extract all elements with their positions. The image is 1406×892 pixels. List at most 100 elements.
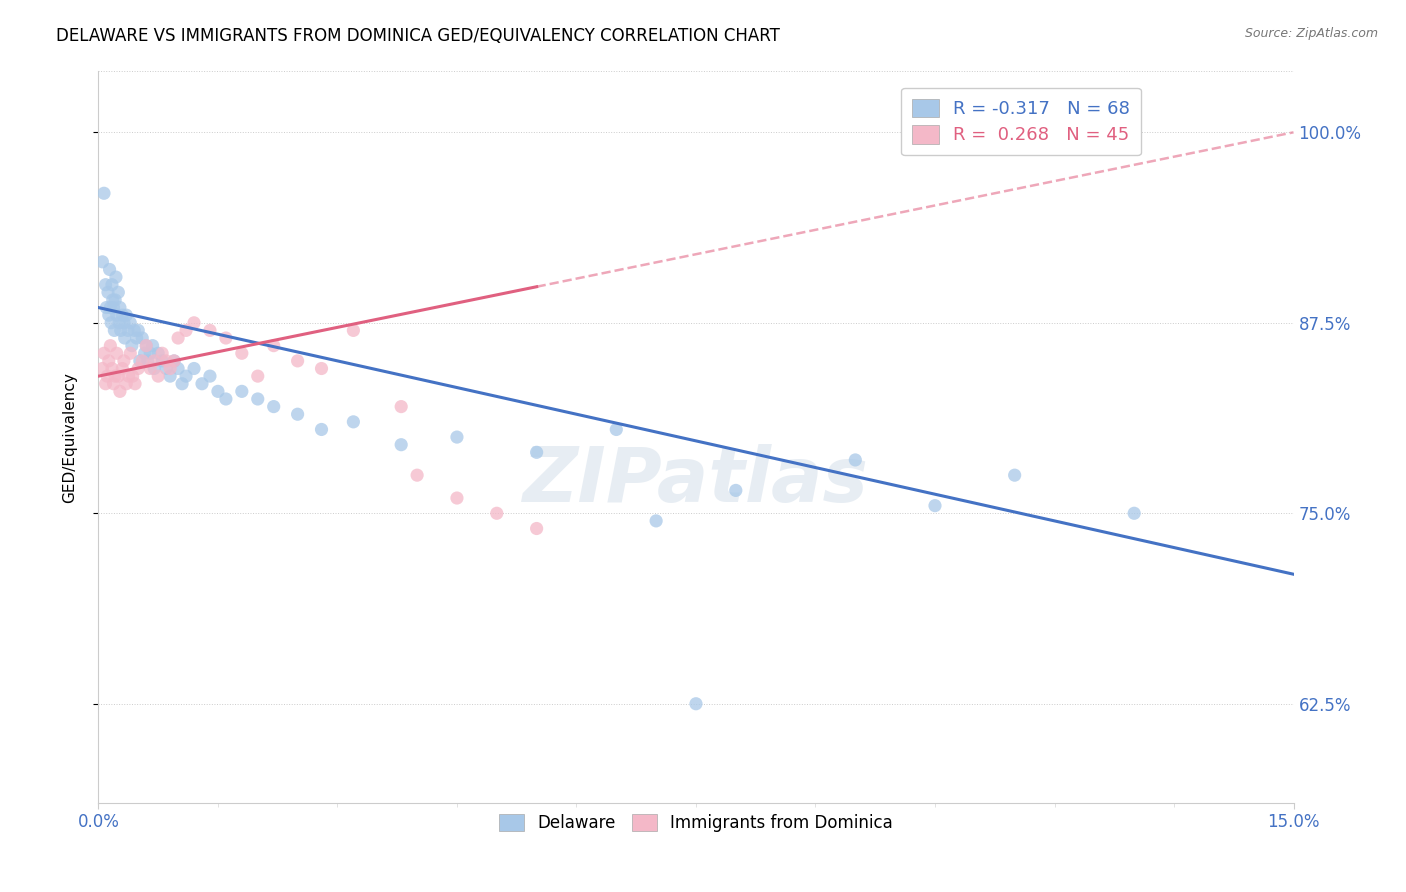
Point [446, 430, 468, 444]
Point [94, 277, 117, 292]
Point [155, 361, 177, 376]
Point [198, 323, 221, 337]
Point [139, 361, 162, 376]
Point [311, 422, 333, 436]
Point [128, 354, 150, 368]
Point [96, 369, 118, 384]
Point [125, 331, 148, 345]
Point [134, 346, 156, 360]
Point [120, 346, 142, 360]
Point [121, 338, 143, 352]
Point [103, 323, 125, 337]
Point [485, 506, 508, 520]
Point [94, 376, 117, 391]
Point [263, 400, 285, 414]
Point [605, 422, 627, 436]
Point [91, 255, 114, 269]
Point [311, 361, 333, 376]
Point [108, 301, 131, 315]
Point [97, 308, 120, 322]
Point [101, 293, 124, 307]
Point [1123, 506, 1146, 520]
Point [108, 316, 131, 330]
Point [118, 369, 141, 384]
Point [107, 285, 129, 300]
Point [159, 361, 181, 376]
Point [191, 376, 214, 391]
Point [174, 323, 197, 337]
Point [117, 323, 139, 337]
Point [135, 338, 157, 352]
Point [172, 376, 194, 391]
Text: DELAWARE VS IMMIGRANTS FROM DOMINICA GED/EQUIVALENCY CORRELATION CHART: DELAWARE VS IMMIGRANTS FROM DOMINICA GED… [56, 27, 780, 45]
Point [1004, 468, 1026, 483]
Point [108, 384, 131, 399]
Point [115, 308, 138, 322]
Point [148, 346, 170, 360]
Point [131, 331, 153, 345]
Point [155, 354, 177, 368]
Point [215, 392, 238, 406]
Point [231, 346, 253, 360]
Legend: Delaware, Immigrants from Dominica: Delaware, Immigrants from Dominica [492, 807, 900, 838]
Point [112, 354, 135, 368]
Point [136, 354, 159, 368]
Point [111, 308, 134, 322]
Point [183, 361, 205, 376]
Point [107, 369, 129, 384]
Point [120, 316, 142, 330]
Point [98, 301, 122, 315]
Point [127, 323, 149, 337]
Point [131, 354, 153, 368]
Text: ZIPatlas: ZIPatlas [523, 444, 869, 518]
Point [101, 277, 124, 292]
Point [406, 468, 429, 483]
Point [183, 316, 205, 330]
Point [105, 308, 128, 322]
Point [287, 354, 309, 368]
Point [121, 369, 143, 384]
Text: Source: ZipAtlas.com: Source: ZipAtlas.com [1244, 27, 1378, 40]
Point [101, 361, 124, 376]
Point [231, 384, 253, 399]
Point [98, 338, 122, 352]
Point [135, 338, 157, 352]
Point [207, 384, 229, 399]
Y-axis label: GED/Equivalency: GED/Equivalency [63, 372, 77, 502]
Point [96, 301, 118, 315]
Point [645, 514, 668, 528]
Point [246, 392, 269, 406]
Point [389, 400, 412, 414]
Point [104, 293, 127, 307]
Point [526, 521, 548, 535]
Point [98, 262, 121, 277]
Point [924, 499, 946, 513]
Point [91, 361, 114, 376]
Point [127, 361, 149, 376]
Point [110, 323, 132, 337]
Point [97, 285, 120, 300]
Point [167, 331, 190, 345]
Point [263, 338, 285, 352]
Point [142, 338, 165, 352]
Point [446, 491, 468, 505]
Point [105, 346, 128, 360]
Point [215, 331, 238, 345]
Point [93, 346, 115, 360]
Point [143, 354, 166, 368]
Point [287, 407, 309, 421]
Point [104, 369, 127, 384]
Point [150, 346, 173, 360]
Point [844, 453, 866, 467]
Point [163, 354, 186, 368]
Point [342, 415, 364, 429]
Point [103, 301, 125, 315]
Point [124, 376, 146, 391]
Point [148, 369, 170, 384]
Point [167, 361, 190, 376]
Point [114, 331, 136, 345]
Point [246, 369, 269, 384]
Point [526, 445, 548, 459]
Point [139, 346, 162, 360]
Point [124, 323, 146, 337]
